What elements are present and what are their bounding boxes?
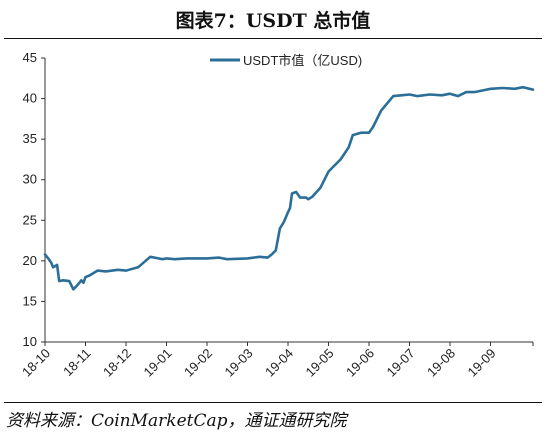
bottom-rule	[4, 402, 542, 403]
x-tick-label: 18-12	[100, 346, 134, 380]
y-tick-label: 30	[23, 172, 37, 187]
x-tick-label: 19-08	[424, 346, 458, 380]
x-tick-label: 19-09	[464, 346, 498, 380]
source-note: 资料来源：CoinMarketCap，通证通研究院	[6, 411, 347, 431]
x-tick-label: 18-11	[60, 346, 93, 379]
y-tick-label: 20	[23, 253, 37, 268]
chart-title: 图表7：USDT 总市值	[175, 10, 371, 32]
y-tick-label: 35	[23, 131, 37, 146]
x-tick-label: 19-03	[221, 346, 255, 380]
x-tick-label: 19-07	[383, 346, 417, 380]
y-tick-label: 25	[23, 212, 37, 227]
x-tick-label: 19-02	[181, 346, 215, 380]
x-tick-label: 19-04	[262, 346, 296, 380]
series-line	[43, 85, 535, 291]
top-rule	[4, 38, 542, 39]
y-tick-label: 45	[23, 50, 37, 65]
y-tick-label: 40	[23, 91, 37, 106]
x-tick-label: 19-01	[140, 346, 174, 380]
y-tick-label: 10	[23, 334, 37, 349]
legend-label: USDT市值（亿USD)	[243, 53, 362, 68]
y-tick-label: 15	[23, 293, 37, 308]
x-tick-label: 19-05	[302, 346, 336, 380]
x-tick-label: 18-10	[19, 346, 53, 380]
x-tick-label: 19-06	[343, 346, 377, 380]
